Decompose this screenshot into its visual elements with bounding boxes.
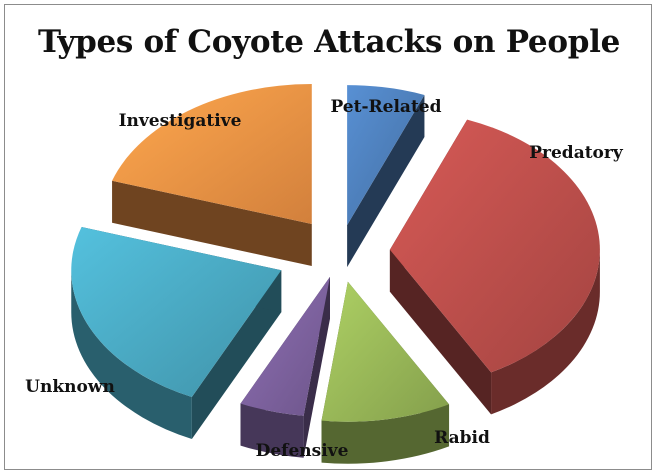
pie-slice-top (321, 281, 450, 422)
slice-label-rabid: Rabid (434, 428, 490, 448)
pie-slice-pet-related (347, 85, 425, 268)
pie-slice-inner-wall (191, 270, 282, 439)
pie-slice-predatory (389, 119, 600, 415)
slice-label-defensive: Defensive (256, 441, 349, 461)
pie-slice-defensive (240, 276, 330, 458)
pie-slice-investigative (112, 84, 312, 267)
pie-slice-unknown (71, 227, 282, 439)
pie-slice-outer-wall (240, 403, 304, 458)
slice-label-unknown: Unknown (25, 377, 115, 397)
pie-slice-rabid (321, 281, 450, 464)
pie-slice-top (347, 85, 425, 226)
pie-slice-top (112, 84, 312, 225)
pie-slice-top (71, 227, 282, 397)
slice-label-investigative: Investigative (119, 111, 242, 131)
pie-slice-top (240, 276, 330, 416)
pie-slice-inner-wall (347, 94, 425, 268)
chart-title: Types of Coyote Attacks on People (38, 24, 620, 60)
pie-slice-inner-wall (389, 249, 492, 415)
slice-label-pet-related: Pet-Related (330, 97, 441, 117)
pie-slice-inner-wall (112, 180, 312, 267)
slice-label-predatory: Predatory (529, 143, 624, 163)
pie-slice-top (389, 119, 600, 373)
pie-slice-outer-wall (71, 270, 192, 439)
pie-slice-outer-wall (321, 404, 450, 464)
pie-slice-outer-wall (491, 249, 600, 415)
